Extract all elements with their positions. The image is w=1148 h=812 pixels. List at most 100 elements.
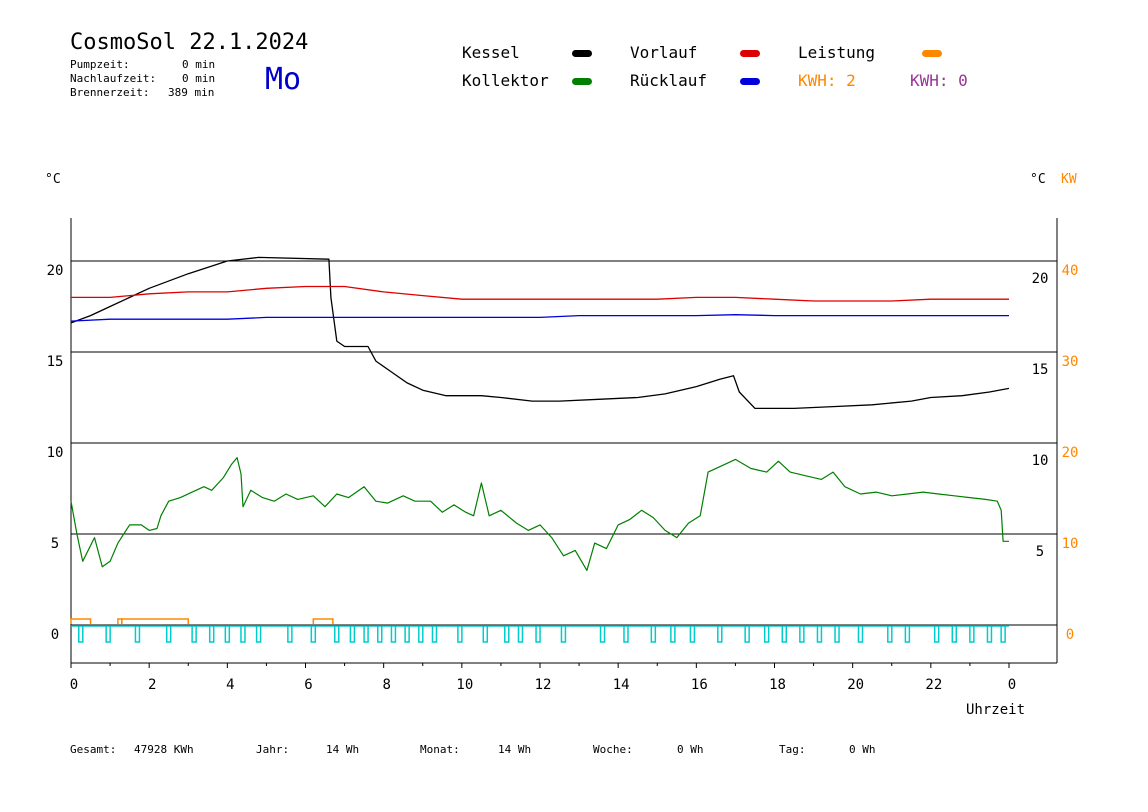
footer-tag-value: 0 Wh [849,743,876,756]
series-line-vorlauf [71,285,1009,302]
y-tick-left-15: 15 [47,354,64,370]
pump-pulse-5 [208,626,215,643]
x-tick-label-10: 20 [847,677,864,693]
pump-pulse-30 [717,626,723,643]
x-tick-label-2: 4 [226,677,234,693]
series-line-kessel [70,256,1010,410]
stat-brennerzeit-value: 389 min [168,86,215,99]
stat-nachlaufzeit-label: Nachlaufzeit: [70,72,157,85]
footer-jahr-value: 14 Wh [326,743,360,756]
pump-pulse-25 [599,626,606,643]
pump-pulse-11 [334,626,340,643]
footer-woche-label: Woche: [593,743,633,756]
pump-pulse-22 [517,626,524,643]
pump-pulse-41 [951,626,958,643]
legend-kollektor: Kollektor [462,71,549,90]
leistung-segment-3 [312,618,334,624]
pump-pulse-16 [404,626,410,643]
stat-pumpzeit-label: Pumpzeit: [70,58,130,71]
y-tick-right-5: 5 [1036,544,1044,560]
kwh-other: KWH: 0 [910,71,968,90]
leistung-segment-0 [70,618,92,624]
pump-pulse-19 [457,626,463,643]
legend-ruecklauf-swatch [740,78,760,85]
x-tick-label-9: 18 [769,677,786,693]
pump-pulse-18 [431,626,438,643]
x-tick-label-8: 16 [691,677,708,693]
pump-pulse-36 [834,626,840,643]
y-tick-right-15: 15 [1032,362,1049,378]
pump-pulse-9 [287,626,293,643]
pump-pulse-6 [224,626,231,643]
y-tick-kw-30: 30 [1062,354,1079,370]
y-tick-kw-10: 10 [1062,536,1079,552]
page-title: CosmoSol 22.1.2024 [70,30,309,55]
y-axis-label-right: °C [1030,172,1046,187]
footer-gesamt-label: Gesamt: [70,743,117,756]
legend-kollektor-swatch [572,78,592,85]
series-line-rcklauf [70,314,1009,322]
footer-monat-value: 14 Wh [498,743,532,756]
stat-brennerzeit-label: Brennerzeit: [70,86,150,99]
pump-pulse-21 [504,626,510,643]
legend-ruecklauf: Rücklauf [630,71,708,90]
footer-jahr-label: Jahr: [256,743,290,756]
x-tick-label-12: 0 [1008,677,1016,693]
kwh-leistung: KWH: 2 [798,71,856,90]
legend-leistung-swatch [922,50,942,57]
legend-vorlauf: Vorlauf [630,43,698,62]
x-tick-label-7: 14 [613,677,630,693]
x-axis-label: Uhrzeit [966,702,1026,718]
stat-nachlaufzeit-value: 0 min [182,72,216,85]
legend-kessel-swatch [572,50,592,57]
y-tick-right-20: 20 [1032,271,1049,287]
x-tick-label-0: 0 [70,677,78,693]
pump-pulse-10 [310,626,317,643]
pump-pulse-26 [623,626,629,643]
footer-monat-label: Monat: [420,743,460,756]
pump-pulse-42 [969,626,975,643]
pump-pulse-33 [781,626,788,643]
weekday: Mo [265,62,302,97]
pump-pulse-27 [650,626,657,643]
legend-leistung: Leistung [798,43,876,62]
pump-pulse-0 [78,626,84,643]
y-tick-kw-40: 40 [1062,263,1079,279]
pump-pulse-24 [560,626,567,643]
x-tick-label-5: 10 [456,677,473,693]
y-tick-kw-0: 0 [1066,627,1074,643]
pump-pulse-32 [763,626,770,643]
pump-pulse-40 [933,626,940,643]
stat-pumpzeit-value: 0 min [182,58,216,71]
pump-pulse-20 [482,626,489,643]
y-tick-left-20: 20 [47,263,64,279]
footer-gesamt-value: 47928 KWh [134,743,194,756]
footer-woche-value: 0 Wh [677,743,704,756]
y-tick-left-0: 0 [51,627,59,643]
pump-pulse-13 [363,626,369,643]
pump-pulse-12 [349,626,356,643]
pump-pulse-14 [377,626,383,643]
pump-pulse-7 [240,626,246,643]
pump-pulse-29 [689,626,696,643]
y-tick-right-10: 10 [1032,453,1049,469]
pump-pulse-43 [986,626,993,643]
pump-pulse-28 [670,626,676,643]
footer-tag-label: Tag: [779,743,806,756]
leistung-segment-2 [121,618,189,624]
pump-pulse-44 [1000,626,1006,643]
pump-pulse-4 [191,626,197,643]
pump-pulse-15 [390,626,397,643]
legend-vorlauf-swatch [740,50,760,57]
pump-pulse-1 [105,626,111,643]
y-tick-left-5: 5 [51,536,59,552]
x-tick-label-4: 8 [382,677,390,693]
series-line-kollektor [70,457,1009,571]
x-tick-label-1: 2 [148,677,156,693]
pump-pulse-35 [816,626,823,643]
pump-pulse-3 [165,626,172,643]
pump-pulse-31 [744,626,750,643]
pump-pulse-38 [887,626,893,643]
x-tick-label-6: 12 [535,677,552,693]
